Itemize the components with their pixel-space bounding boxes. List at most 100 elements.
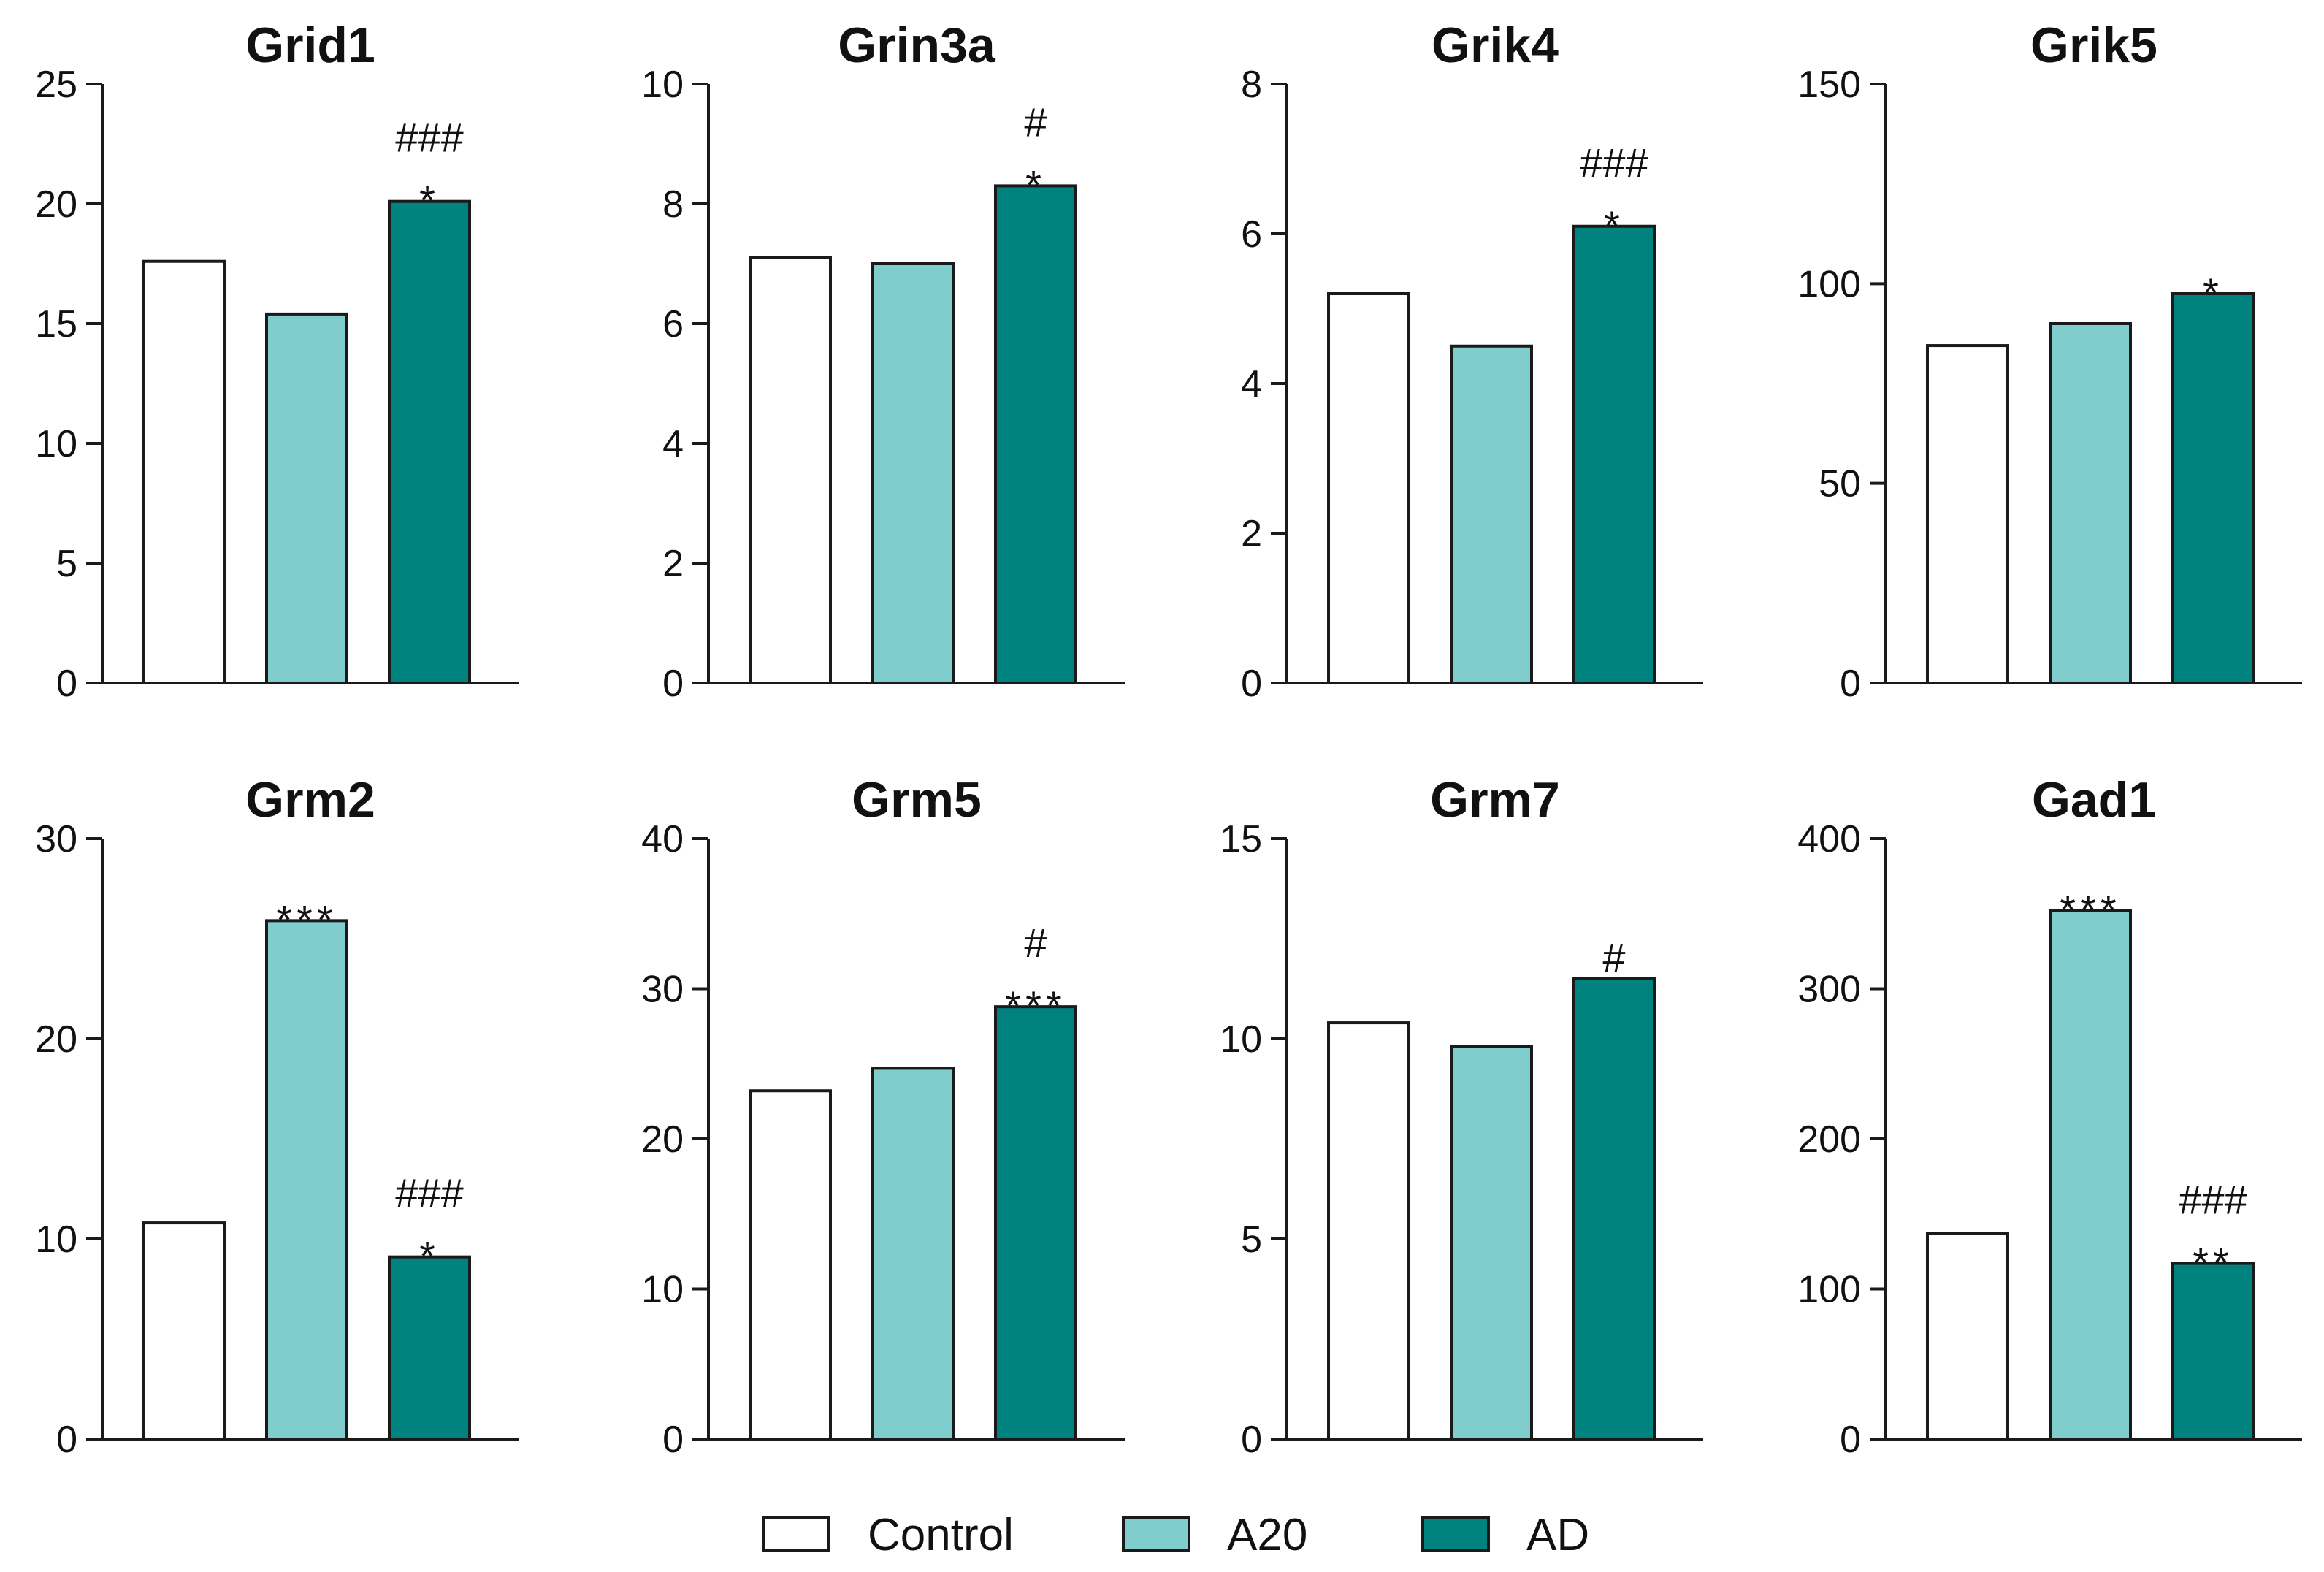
bar-ad: [994, 1005, 1077, 1441]
significance-label: *: [2203, 270, 2223, 316]
y-tick-label: 100: [1797, 263, 1861, 305]
bar-control: [142, 1221, 226, 1441]
significance-label: #: [1024, 99, 1047, 145]
y-tick-label: 0: [1840, 663, 1861, 705]
y-tick-label: 10: [641, 1269, 684, 1311]
significance-label: *: [419, 1233, 440, 1279]
significance-label: #: [1024, 920, 1047, 966]
y-tick-label: 6: [662, 303, 684, 346]
chart-grik5: Grik5 * 0 50 100 150: [1797, 18, 2302, 705]
y-tick-label: 4: [1241, 363, 1262, 405]
legend: Control A20 AD: [762, 1510, 1589, 1560]
y-tick-label: 30: [35, 818, 77, 861]
y-tick-label: 0: [56, 1419, 77, 1461]
chart-title: Gad1: [2032, 772, 2156, 828]
legend-swatch: [1122, 1516, 1190, 1552]
y-tick-label: 15: [35, 303, 77, 346]
significance-label: ###: [2179, 1177, 2247, 1223]
y-tick-label: 15: [1220, 818, 1262, 861]
bar-a20: [265, 919, 348, 1441]
bar-a20: [265, 312, 348, 684]
legend-swatch: [1421, 1516, 1490, 1552]
y-tick-label: 5: [1241, 1218, 1262, 1261]
y-tick-label: 0: [662, 1419, 684, 1461]
bar-a20: [1450, 1045, 1533, 1441]
legend-label: A20: [1227, 1510, 1307, 1560]
significance-label: ***: [276, 896, 337, 942]
legend-label: Control: [868, 1510, 1014, 1560]
bar-a20: [1450, 344, 1533, 684]
y-tick-label: 0: [1241, 663, 1262, 705]
bar-control: [749, 1089, 832, 1441]
bar-ad: [2171, 292, 2255, 684]
bar-a20: [871, 1067, 955, 1441]
bar-ad: [994, 184, 1077, 684]
chart-title: Grid1: [245, 18, 375, 73]
legend-item-control: Control: [762, 1510, 1014, 1560]
y-tick-label: 10: [1220, 1018, 1262, 1061]
significance-label: *: [419, 178, 440, 224]
y-tick-label: 8: [662, 183, 684, 226]
significance-label: ###: [395, 1170, 463, 1216]
y-tick-label: 40: [641, 818, 684, 861]
y-tick-label: 10: [641, 64, 684, 106]
bar-a20: [871, 262, 955, 684]
chart-title: Grin3a: [838, 18, 996, 73]
y-tick-label: 20: [641, 1118, 684, 1161]
bar-ad: [388, 1255, 471, 1441]
significance-label: **: [2193, 1240, 2233, 1286]
legend-swatch: [762, 1516, 830, 1552]
y-tick-label: 2: [1241, 513, 1262, 555]
y-tick-label: 200: [1797, 1118, 1861, 1161]
bar-control: [1926, 1232, 2009, 1441]
y-tick-label: 0: [56, 663, 77, 705]
y-tick-label: 0: [662, 663, 684, 705]
chart-panels: Grid1###*0510152025Grin3a#*0246810Grik4#…: [35, 18, 2302, 1461]
y-tick-label: 50: [1819, 463, 1861, 505]
y-tick-label: 30: [641, 969, 684, 1011]
significance-label: ***: [2060, 887, 2120, 933]
legend-label: AD: [1526, 1510, 1589, 1560]
chart-title: Grm5: [852, 772, 982, 828]
chart-gad1: Gad1 *** ### ** 0 100 200 300 400: [1797, 772, 2302, 1461]
chart-grik4: Grik4 ### * 0 2 4 6 8: [1241, 18, 1703, 705]
y-tick-label: 25: [35, 64, 77, 106]
y-tick-label: 300: [1797, 969, 1861, 1011]
legend-item-a20: A20: [1122, 1510, 1307, 1560]
y-tick-label: 20: [35, 1018, 77, 1061]
bar-ad: [1572, 977, 1656, 1441]
y-tick-label: 5: [56, 543, 77, 585]
bar-ad: [388, 199, 471, 685]
y-tick-label: 10: [35, 1218, 77, 1261]
significance-label: #: [1602, 934, 1625, 980]
y-tick-label: 150: [1797, 64, 1861, 106]
bar-control: [1327, 1021, 1410, 1441]
chart-title: Grik5: [2030, 18, 2157, 73]
chart-grm7: Grm7 #0 5 10 15: [1220, 772, 1703, 1461]
bar-control: [142, 259, 226, 685]
chart-grid1: Grid1 ### * 0 5 10 15 20 25: [35, 18, 519, 705]
y-tick-label: 10: [35, 423, 77, 465]
significance-label: ***: [1005, 982, 1066, 1029]
bar-ad: [2171, 1262, 2255, 1441]
y-tick-label: 20: [35, 183, 77, 226]
bar-a20: [2049, 322, 2132, 684]
y-tick-label: 6: [1241, 213, 1262, 256]
chart-grm5: Grm5 # *** 0 10 20 30 40: [641, 772, 1125, 1461]
y-tick-label: 0: [1241, 1419, 1262, 1461]
bar-control: [1327, 292, 1410, 684]
bar-control: [1926, 344, 2009, 684]
bar-ad: [1572, 224, 1656, 684]
y-tick-label: 400: [1797, 818, 1861, 861]
chart-grin3a: Grin3a # * 0 2 4 6 8 10: [641, 18, 1125, 705]
chart-title: Grm7: [1430, 772, 1560, 828]
chart-title: Grm2: [245, 772, 375, 828]
y-tick-label: 100: [1797, 1269, 1861, 1311]
significance-label: ###: [1580, 140, 1648, 186]
significance-label: ###: [395, 115, 463, 161]
significance-label: *: [1604, 202, 1624, 248]
chart-grm2: Grm2 *** ### * 0 10 20 30: [35, 772, 519, 1461]
y-tick-label: 2: [662, 543, 684, 585]
y-tick-label: 4: [662, 423, 684, 465]
